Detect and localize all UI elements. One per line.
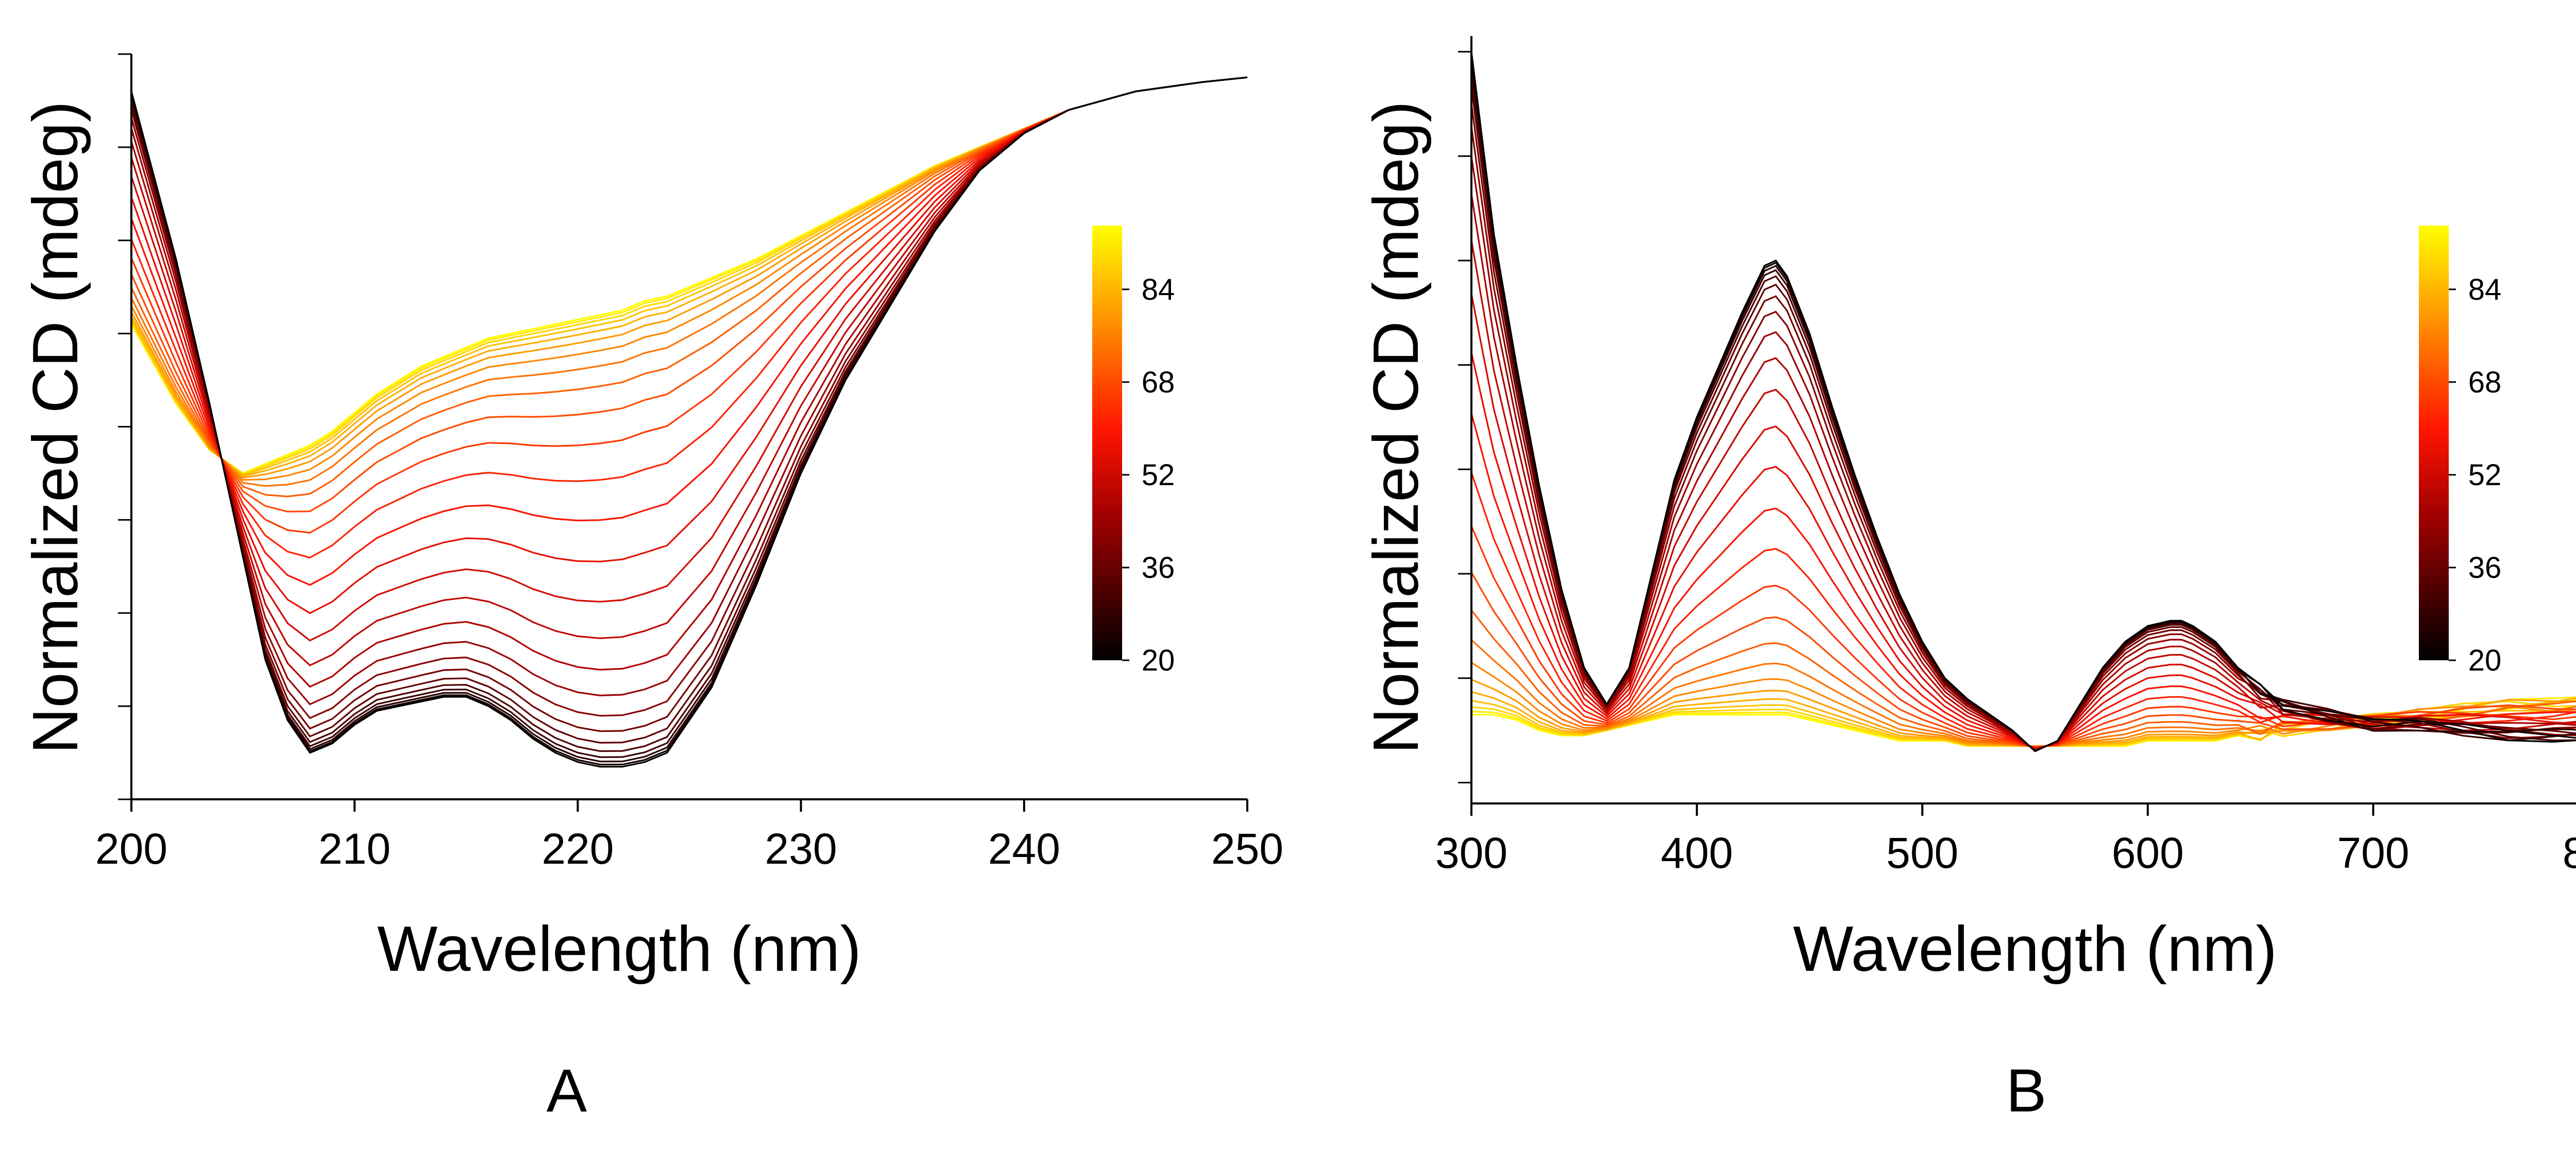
curve-b-68C [1470, 572, 2576, 748]
curve-b-62C [1470, 472, 2576, 749]
curve-b-71C [1470, 609, 2576, 748]
x-axis-title-b: Wavelength (nm) [1793, 914, 2277, 985]
curve-a-77C [130, 76, 1248, 481]
colorbar-ticks-a: 20 36 52 68 84 [1122, 273, 1175, 677]
curve-a-83C [130, 76, 1248, 477]
colorbar-tick-label-a: 20 [1142, 644, 1175, 677]
curve-a-89C [130, 76, 1248, 475]
curve-a-68C [130, 76, 1248, 513]
curve-b-53C [1470, 294, 2576, 750]
curve-a-59C [130, 76, 1248, 586]
curve-a-62C [130, 76, 1248, 559]
curve-a-56C [130, 76, 1248, 614]
colorbar-a: 20 36 52 68 84 [1092, 226, 1175, 677]
curve-a-47C [130, 76, 1248, 688]
x-tick-label-b: 500 [1886, 829, 1958, 877]
x-ticks-b: 300 400 500 600 700 800 [1435, 803, 2576, 877]
x-tick-label-a: 240 [988, 825, 1060, 873]
curve-a-38C [130, 76, 1248, 732]
curve-b-44C [1470, 156, 2576, 751]
curve-a-71C [130, 76, 1248, 498]
x-tick-label-a: 230 [765, 825, 837, 873]
curve-b-50C [1470, 240, 2576, 751]
curve-a-50C [130, 76, 1248, 666]
colorbar-ticks-b: 20 36 52 68 84 [2449, 273, 2501, 677]
colorbar-tick-label-a: 68 [1142, 366, 1175, 399]
curve-a-41C [130, 76, 1248, 719]
colorbar-tick-label-b: 20 [2468, 644, 2502, 677]
x-tick-label-b: 800 [2563, 829, 2576, 877]
curve-a-44C [130, 76, 1248, 706]
curve-b-59C [1470, 413, 2576, 749]
y-axis-title-a: Normalized CD (mdeg) [20, 101, 91, 754]
colorbar-tick-label-a: 52 [1142, 458, 1175, 492]
curve-a-92C [130, 76, 1248, 475]
x-tick-label-a: 220 [541, 825, 614, 873]
colorbar-tick-label-b: 68 [2468, 366, 2502, 399]
curve-a-26C [130, 76, 1248, 763]
curve-a-32C [130, 76, 1248, 752]
colorbar-gradient-a [1092, 226, 1122, 660]
panel-label-a: A [547, 1057, 587, 1125]
x-tick-label-a: 200 [95, 825, 167, 873]
y-axis-title-b: Normalized CD (mdeg) [1361, 101, 1432, 754]
curve-b-20C [1470, 52, 2576, 752]
panel-a: 200 210 220 230 240 250 Wavelength (nm) Norma… [20, 53, 1283, 1125]
curve-b-47C [1470, 194, 2576, 751]
curve-b-41C [1470, 126, 2576, 752]
curve-a-65C [130, 76, 1248, 534]
curve-b-77C [1471, 662, 2576, 747]
y-ticks-a [118, 53, 131, 800]
curve-b-56C [1470, 352, 2576, 750]
colorbar-tick-label-b: 52 [2468, 458, 2502, 492]
curve-a-80C [130, 76, 1248, 479]
x-tick-label-a: 210 [318, 825, 391, 873]
x-tick-label-b: 400 [1661, 829, 1733, 877]
colorbar-b: 20 36 52 68 84 [2419, 226, 2501, 677]
x-axis-title-a: Wavelength (nm) [377, 914, 861, 985]
colorbar-tick-label-b: 36 [2468, 551, 2502, 585]
curves-a [130, 76, 1248, 768]
curve-a-53C [130, 76, 1248, 642]
curve-a-23C [130, 76, 1248, 766]
colorbar-tick-label-a: 36 [1142, 551, 1175, 585]
x-ticks-a: 200 210 220 230 240 250 [95, 799, 1283, 873]
panel-b: 300 400 500 600 700 800 Wavelength (nm) Norma… [1361, 36, 2576, 1125]
colorbar-tick-label-b: 84 [2468, 273, 2502, 306]
x-tick-label-b: 600 [2112, 829, 2184, 877]
colorbar-gradient-b [2419, 226, 2449, 660]
x-tick-label-b: 300 [1435, 829, 1507, 877]
curve-b-80C [1471, 678, 2576, 747]
curve-a-95C [130, 76, 1248, 474]
colorbar-tick-label-a: 84 [1142, 273, 1175, 306]
curve-b-65C [1470, 526, 2576, 749]
x-tick-label-a: 250 [1211, 825, 1283, 873]
curve-a-20C [130, 76, 1248, 768]
x-tick-label-b: 700 [2337, 829, 2409, 877]
y-ticks-b [1458, 50, 1471, 783]
curves-b [1470, 52, 2576, 752]
panel-label-b: B [2006, 1057, 2047, 1125]
curve-a-74C [130, 76, 1248, 487]
curve-a-86C [130, 76, 1248, 476]
